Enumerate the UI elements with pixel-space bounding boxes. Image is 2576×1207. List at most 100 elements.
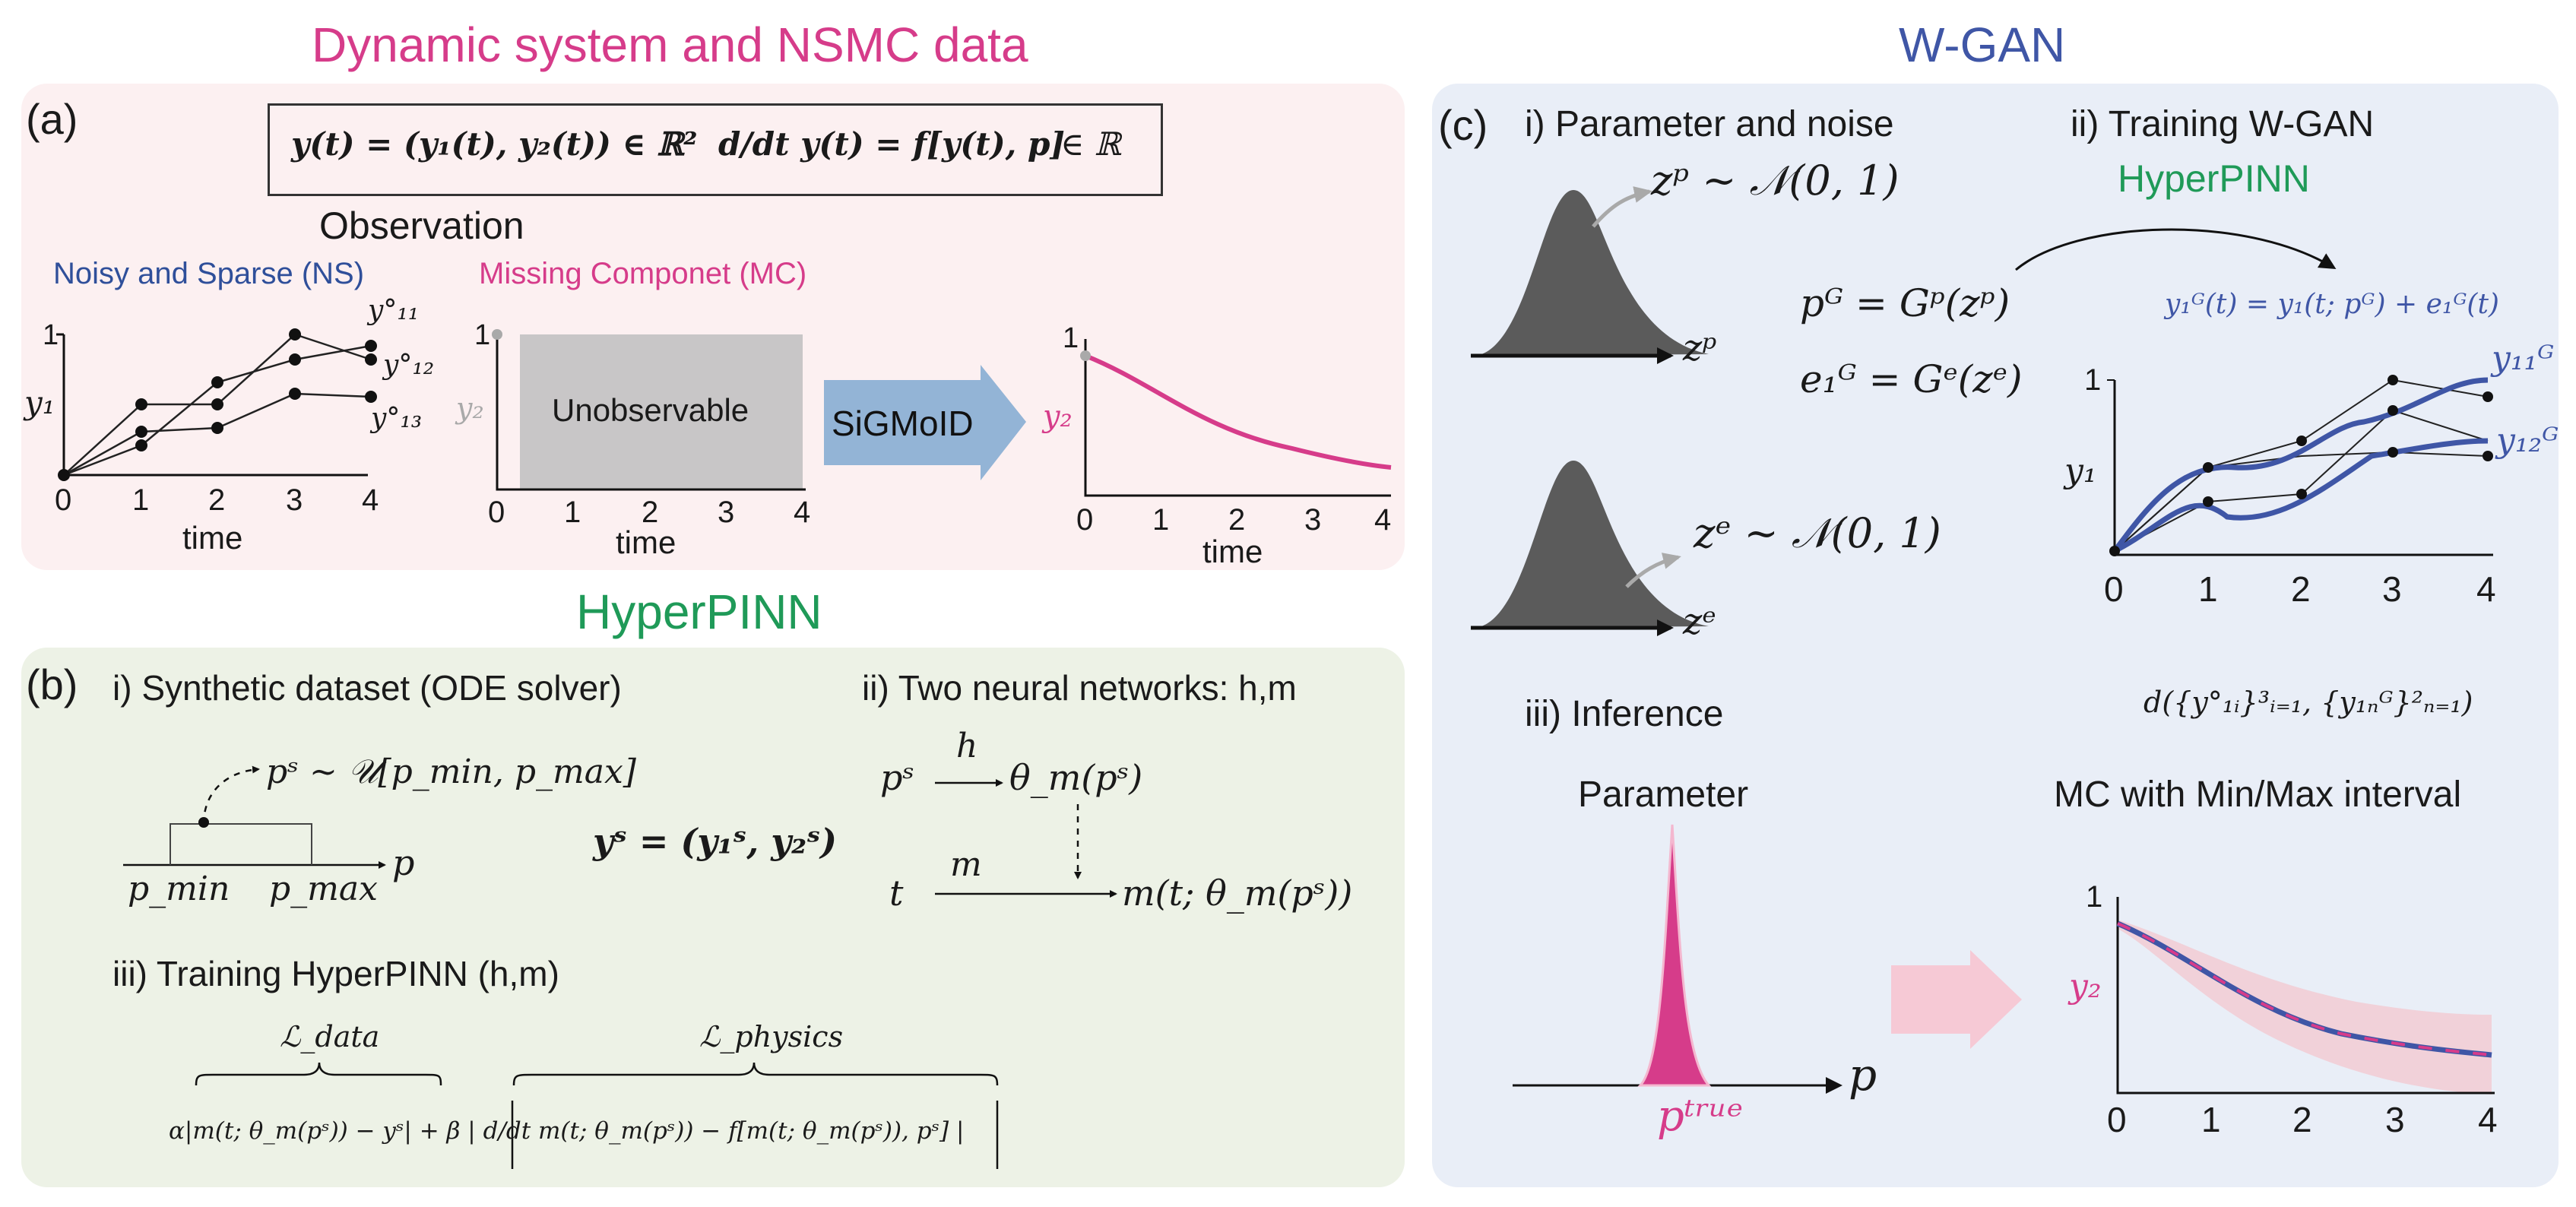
panel-b-label: (b): [26, 661, 78, 708]
ns-point: [211, 398, 223, 410]
uniform-prior-sketch: [123, 765, 386, 869]
mc-interval-ylabel: y₂: [2069, 967, 2102, 1006]
reconstructed-xtick-0: 0: [1076, 503, 1094, 537]
m-output: m(t; θ_m(pˢ)): [1122, 873, 1353, 914]
network-diagram: [935, 779, 1117, 898]
ze-distribution: [1471, 461, 1709, 636]
reconstructed-plot: [1080, 339, 1392, 497]
synthetic-ys: yˢ = (y₁ˢ, y₂ˢ): [593, 821, 838, 862]
panel-b-step-1: i) Synthetic dataset (ODE solver): [112, 668, 622, 708]
p-axis-label: p: [392, 842, 415, 883]
ns-xtick-2: 2: [208, 483, 226, 517]
ns-point: [365, 340, 377, 352]
pg-generator: pᴳ = Gᵖ(zᵖ): [1800, 281, 2010, 325]
panel-c-step-2: ii) Training W-GAN: [2071, 104, 2375, 144]
mc-xlabel: time: [616, 524, 676, 560]
wgan-xtick-0: 0: [2104, 569, 2124, 609]
pmax-label: p_max: [269, 870, 378, 908]
inference-arrow: [1891, 950, 2022, 1049]
generated-curve-2: [2113, 438, 2489, 554]
unobservable-region: [520, 334, 803, 489]
parameter-distribution: [1513, 824, 1842, 1094]
mc-interval-xtick-3: 3: [2385, 1100, 2405, 1139]
ns-point: [289, 353, 301, 366]
ns-xtick-4: 4: [362, 483, 379, 517]
ns-series-label-2: y°₁₂: [383, 350, 435, 381]
loss-physics-label: ℒ_physics: [699, 1020, 844, 1053]
ns-series-label-1: y°₁₁: [368, 295, 420, 326]
ns-xtick-3: 3: [286, 483, 303, 517]
ns-ylabel: y₁: [24, 384, 55, 421]
mc-ytick-1: 1: [474, 319, 491, 351]
wgan-xtick-2: 2: [2291, 569, 2311, 609]
ns-point: [211, 376, 223, 388]
t-input: t: [889, 873, 904, 914]
panel-c-step-3: iii) Inference: [1525, 694, 1724, 734]
y2-curve: [1084, 353, 1392, 470]
mc-interval-xtick-0: 0: [2107, 1100, 2127, 1139]
y2-initial-point: [1080, 350, 1091, 361]
m-network-label: m: [950, 845, 982, 884]
y11g-label: y₁₁ᴳ: [2492, 339, 2555, 378]
ns-xlabel: time: [182, 520, 243, 556]
mc-xtick-0: 0: [488, 496, 505, 529]
mc-true-curve: [2117, 922, 2492, 1057]
reconstructed-ytick-1: 1: [1063, 322, 1079, 354]
loss-braces: [195, 1062, 999, 1169]
ze-axis-label: zᵉ: [1683, 600, 1716, 643]
ns-point: [135, 439, 147, 451]
dynamic-system-title: Dynamic system and NSMC data: [312, 17, 1028, 72]
hyperpinn-arrow: [2015, 228, 2337, 271]
generated-equation: y₁ᴳ(t) = y₁(t; pᴳ) + e₁ᴳ(t): [2165, 289, 2499, 320]
pmin-label: p_min: [128, 870, 230, 908]
ns-point: [211, 422, 223, 434]
ns-xtick-1: 1: [132, 483, 150, 517]
mc-xtick-1: 1: [564, 496, 581, 529]
panel-c-label: (c): [1438, 101, 1488, 149]
ode-equation: d/dt y(t) = f[y(t), p]: [718, 125, 1066, 163]
ns-point: [135, 426, 147, 438]
mc-initial-point: [492, 329, 502, 340]
ns-point: [289, 388, 301, 400]
panel-a-label: (a): [26, 95, 78, 143]
ns-title: Noisy and Sparse (NS): [53, 257, 365, 290]
reconstructed-xtick-2: 2: [1228, 503, 1246, 537]
ns-point: [135, 398, 147, 410]
zp-distribution-label: zᵖ ~ 𝒩(0, 1): [1651, 157, 1900, 204]
mc-interval-xtick-1: 1: [2201, 1100, 2221, 1139]
loss-data-label: ℒ_data: [280, 1020, 380, 1053]
ps-input: pˢ: [880, 757, 914, 798]
uniform-prior: pˢ ~ 𝒰[p_min, p_max]: [266, 752, 636, 791]
sigmoid-label: SiGMoID: [832, 404, 974, 443]
reconstructed-ylabel: y₂: [1043, 399, 1073, 434]
state-equation: y(t) = (y₁(t), y₂(t)) ∈ ℝ²: [291, 125, 698, 163]
mc-plot: [492, 329, 806, 491]
ns-xtick-0: 0: [55, 483, 72, 517]
ns-series-label-3: y°₁₃: [371, 403, 423, 434]
mc-xtick-3: 3: [718, 496, 735, 529]
wgan-plot: [2107, 375, 2493, 556]
wgan-xtick-1: 1: [2198, 569, 2218, 609]
loss-function: α|m(t; θ_m(pˢ)) − yˢ| + β | d/dt m(t; θ_…: [169, 1117, 965, 1145]
reconstructed-xlabel: time: [1202, 534, 1263, 569]
wgan-ylabel: y₁: [2064, 451, 2097, 490]
mc-interval-xtick-2: 2: [2292, 1100, 2312, 1139]
parameter-title: Parameter: [1578, 775, 1749, 815]
ns-point: [365, 391, 377, 403]
sigmoid-arrow-shape: [824, 365, 1026, 480]
hyperpinn-generator-label: HyperPINN: [2118, 157, 2310, 200]
ns-point: [289, 328, 301, 341]
ns-ytick-1: 1: [43, 319, 59, 351]
mc-ylabel: y₂: [456, 391, 484, 425]
mc-xtick-2: 2: [642, 496, 659, 529]
mc-interval-title: MC with Min/Max interval: [2054, 775, 2462, 815]
zp-axis-label: zᵖ: [1683, 327, 1717, 369]
mc-interval-xtick-4: 4: [2478, 1100, 2498, 1139]
reconstructed-xtick-3: 3: [1304, 503, 1322, 537]
panel-b-step-3: iii) Training HyperPINN (h,m): [112, 954, 559, 993]
hyperpinn-title: HyperPINN: [576, 584, 822, 639]
reconstructed-xtick-1: 1: [1152, 503, 1170, 537]
h-network-label: h: [956, 727, 978, 765]
distance-formula: d({y°₁ᵢ}³ᵢ₌₁, {y₁ₙᴳ}²ₙ₌₁): [2143, 686, 2473, 719]
